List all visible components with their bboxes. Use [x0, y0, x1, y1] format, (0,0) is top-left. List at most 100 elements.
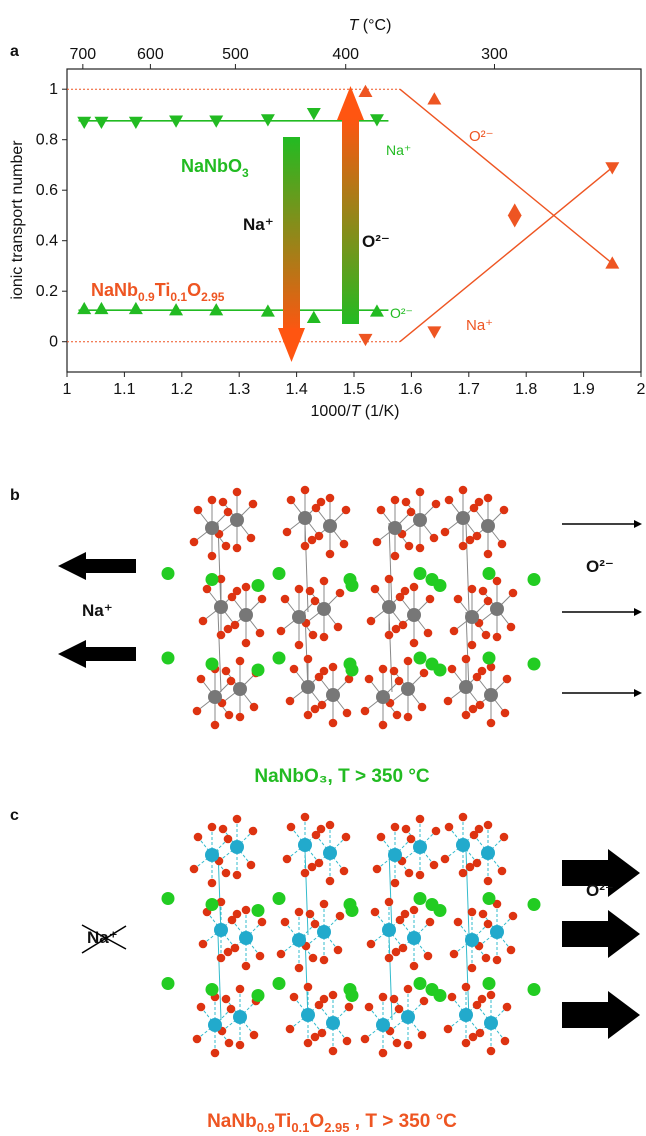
nb-atom: [465, 933, 479, 947]
oxygen-atom: [300, 812, 310, 822]
oxygen-atom: [467, 584, 477, 594]
oxygen-atom: [409, 638, 419, 648]
nb-atom: [208, 1018, 222, 1032]
oxygen-atom: [300, 485, 310, 495]
oxygen-atom: [444, 822, 454, 832]
bond: [478, 931, 498, 947]
oxygen-atom: [486, 718, 496, 728]
bond: [388, 522, 393, 613]
oxygen-atom: [319, 994, 329, 1004]
oxygen-atom: [492, 955, 502, 965]
o-flow-arrows-b: [562, 520, 642, 697]
oxygen-atom: [218, 824, 228, 834]
sodium-atom: [251, 904, 265, 917]
sodium-atom: [251, 989, 265, 1002]
nb-atom: [481, 519, 495, 533]
oxygen-atom: [223, 947, 233, 957]
sodium-atom: [251, 663, 265, 677]
bond: [465, 849, 470, 936]
bond: [329, 852, 345, 872]
nb-atom: [233, 1010, 247, 1024]
oxygen-atom: [400, 909, 410, 919]
oxygen-atom: [458, 868, 468, 878]
oxygen-atom: [429, 860, 439, 870]
oxygen-atom: [216, 630, 226, 640]
oxygen-atom: [328, 662, 338, 672]
oxygen-atom: [443, 1024, 453, 1034]
oxygen-atom: [378, 720, 388, 730]
oxygen-atom: [390, 551, 400, 561]
data-point: [358, 84, 373, 97]
nb-atom: [376, 690, 390, 704]
nanb-ti-crystal-structure: [161, 812, 541, 1058]
oxygen-atom: [282, 527, 292, 537]
oxygen-atom: [328, 718, 338, 728]
bond: [323, 931, 339, 951]
oxygen-atom: [478, 586, 488, 596]
oxygen-atom: [249, 702, 259, 712]
na-label-b: Na⁺: [82, 601, 113, 620]
nb-atom: [388, 848, 402, 862]
oxygen-atom: [447, 992, 457, 1002]
oxygen-atom: [378, 1048, 388, 1058]
oxygen-atom: [403, 1040, 413, 1050]
oxygen-atom: [248, 826, 258, 836]
bond: [382, 1008, 400, 1026]
oxygen-atom: [235, 1040, 245, 1050]
sodium-atom: [161, 651, 175, 665]
oxygen-atom: [319, 632, 329, 642]
bond: [496, 915, 514, 933]
nb-atom: [205, 521, 219, 535]
bond: [451, 996, 467, 1016]
nb-atom: [233, 682, 247, 696]
oxygen-atom: [390, 878, 400, 888]
bond: [307, 1014, 323, 1034]
green-o-label: O²⁻: [390, 305, 413, 321]
bond: [214, 1008, 232, 1026]
oxygen-atom: [465, 535, 475, 545]
nb-atom: [298, 838, 312, 852]
sodium-atom: [433, 904, 447, 917]
oxygen-atom: [227, 915, 237, 925]
sodium-atom: [413, 651, 427, 665]
oxygen-atom: [499, 832, 509, 842]
sodium-atom: [345, 579, 359, 592]
oxygen-atom: [226, 1004, 236, 1014]
x-tick-label: 1.6: [400, 381, 422, 398]
oxygen-atom: [282, 854, 292, 864]
oxygen-atom: [481, 953, 491, 963]
sodium-atom: [482, 892, 496, 905]
bond: [202, 929, 222, 945]
oxygen-atom: [246, 533, 256, 543]
oxygen-atom: [342, 1036, 352, 1046]
oxygen-atom: [417, 702, 427, 712]
bond: [329, 836, 347, 854]
x-axis-label: 1000/T (1/K): [311, 403, 400, 420]
bond: [332, 1006, 350, 1024]
oxygen-atom: [235, 984, 245, 994]
oxygen-atom: [310, 704, 320, 714]
sodium-atom: [413, 567, 427, 580]
oxygen-atom: [474, 824, 484, 834]
top-tick-label: 600: [137, 46, 164, 63]
sodium-atom: [527, 573, 541, 586]
oxygen-atom: [423, 628, 433, 638]
oxygen-atom: [486, 1046, 496, 1056]
oxygen-atom: [319, 576, 329, 586]
oxygen-atom: [303, 654, 313, 664]
oxygen-atom: [394, 676, 404, 686]
oxygen-atom: [409, 961, 419, 971]
data-point: [369, 114, 384, 127]
bond: [462, 844, 478, 864]
nb-atom: [401, 682, 415, 696]
data-point: [507, 203, 522, 216]
nb-atom: [326, 1016, 340, 1030]
oxygen-atom: [384, 574, 394, 584]
x-tick-label: 1.4: [285, 381, 307, 398]
oxygen-atom: [294, 963, 304, 973]
arrow-na-label: Na⁺: [243, 215, 274, 234]
oxygen-atom: [314, 531, 324, 541]
oxygen-atom: [502, 1002, 512, 1012]
oxygen-atom: [314, 858, 324, 868]
